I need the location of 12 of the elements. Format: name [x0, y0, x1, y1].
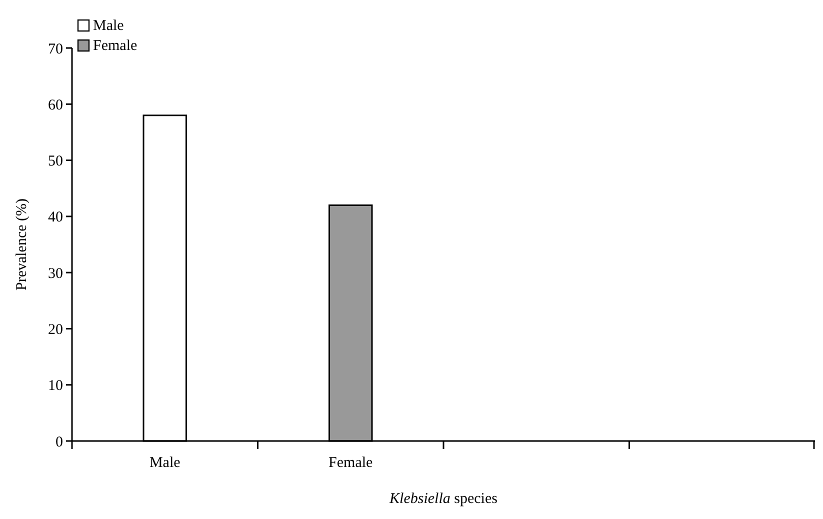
y-tick-label: 40 — [48, 210, 63, 226]
y-tick-label: 20 — [48, 322, 63, 338]
y-tick-label: 50 — [48, 154, 63, 170]
y-tick-label: 0 — [56, 434, 63, 450]
y-tick-label: 70 — [48, 41, 63, 58]
legend-label: Male — [93, 18, 124, 34]
y-tick-label: 10 — [48, 378, 63, 394]
y-axis-title: Prevalence (%) — [14, 198, 30, 291]
y-tick-label: 60 — [48, 97, 63, 114]
y-tick-label: 30 — [48, 266, 63, 282]
x-axis-title: Klebsiella species — [388, 491, 498, 507]
legend-label: Female — [93, 38, 138, 54]
